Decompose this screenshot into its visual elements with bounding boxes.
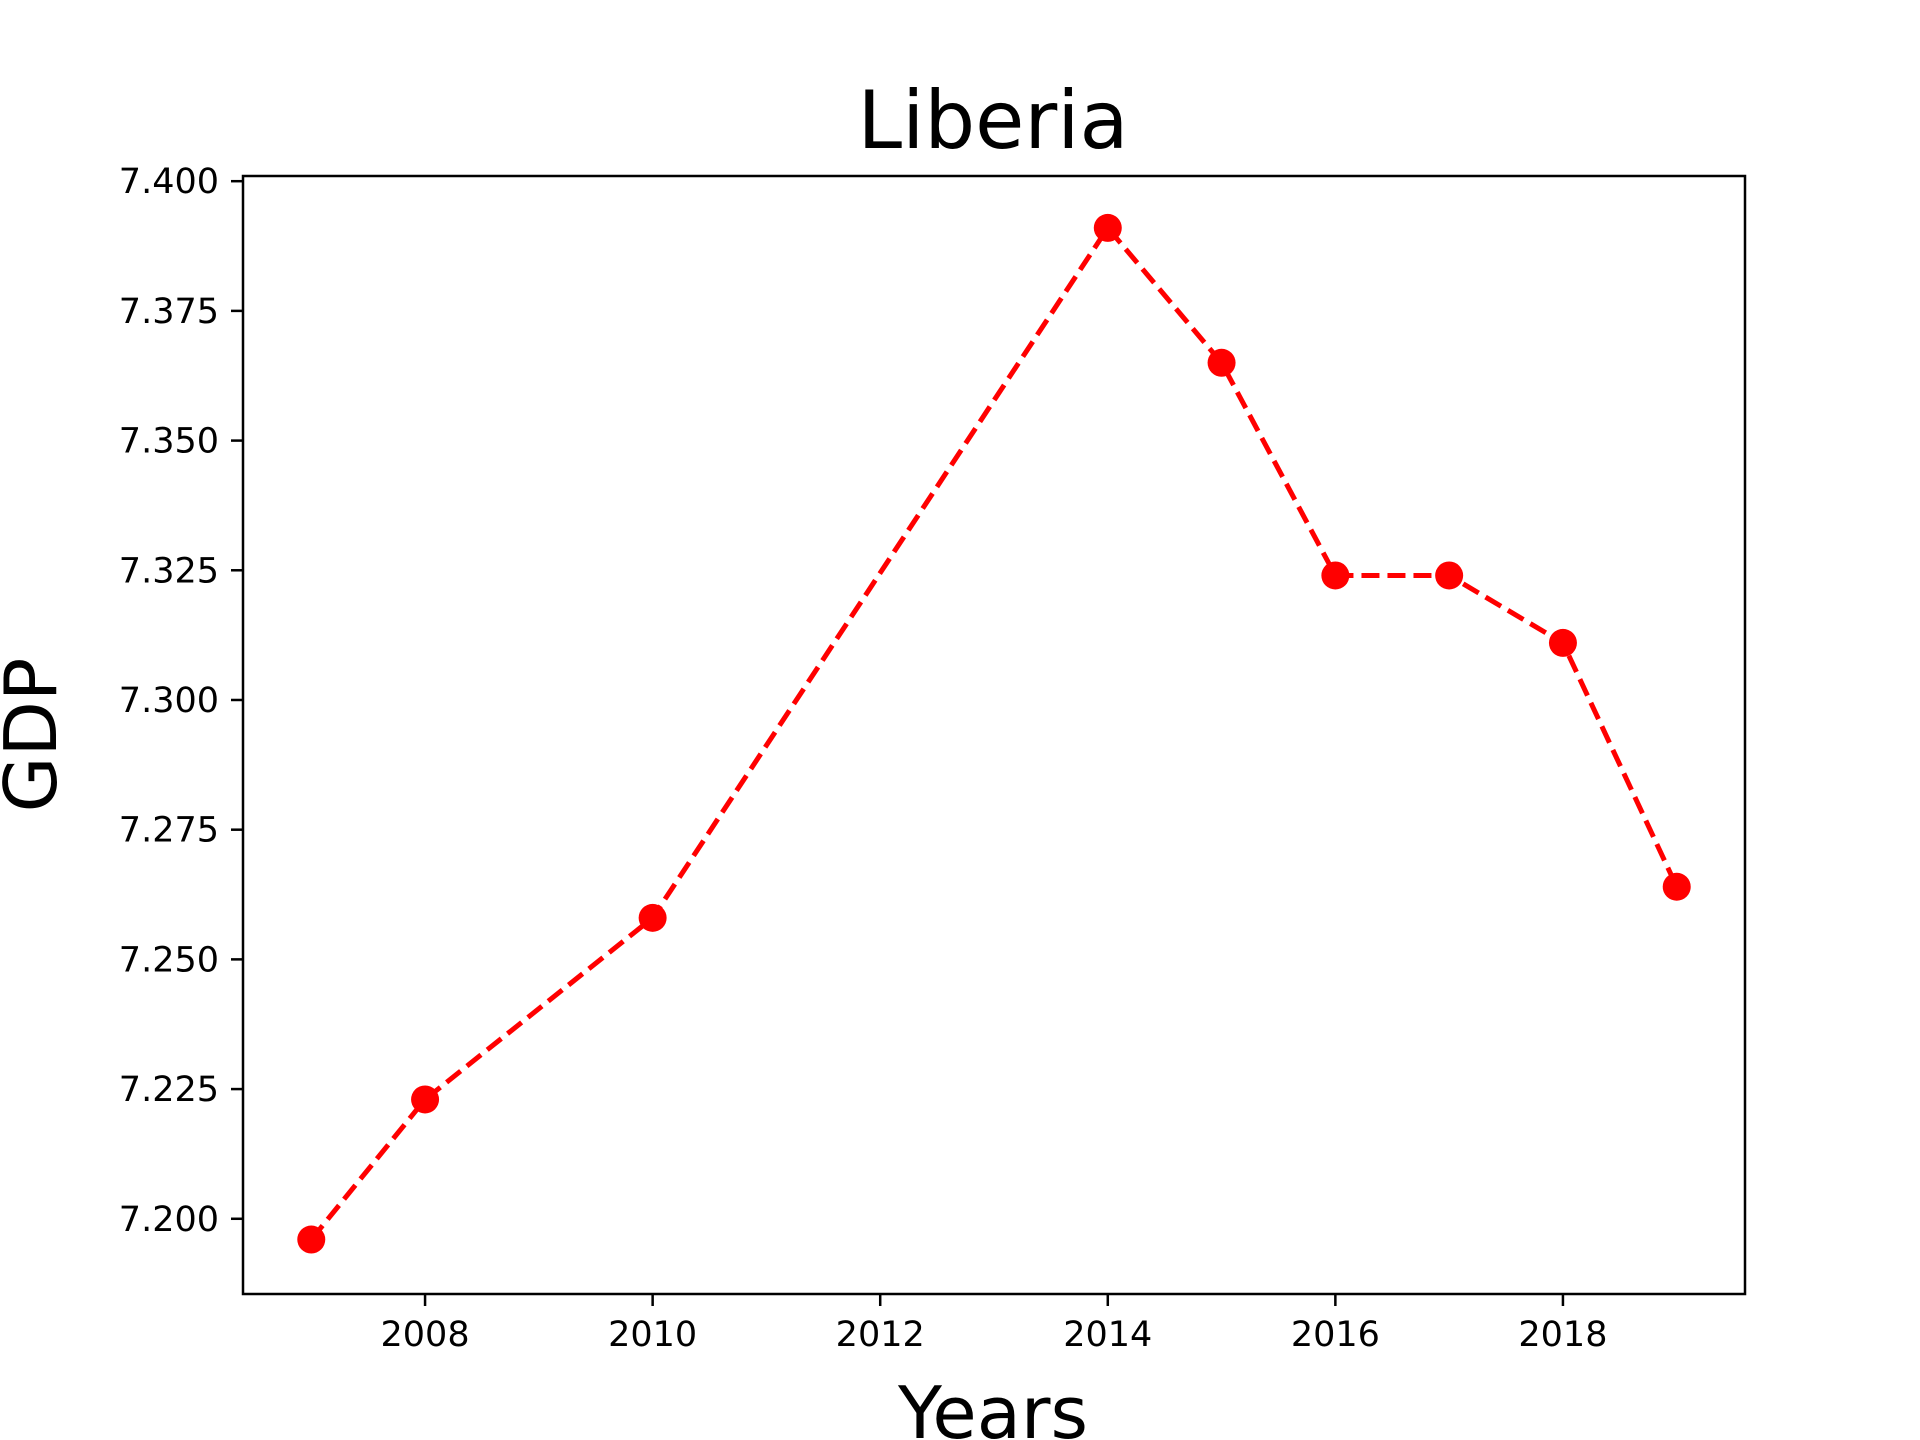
data-point [1548, 628, 1577, 657]
x-tick-label: 2018 [1518, 1315, 1607, 1355]
data-point [1207, 348, 1236, 377]
series-gdp [297, 213, 1691, 1254]
y-tick-label: 7.275 [119, 811, 219, 851]
data-point [1321, 561, 1350, 590]
y-axis-label: GDP [0, 658, 73, 813]
x-tick-label: 2010 [608, 1315, 697, 1355]
y-tick-label: 7.325 [119, 551, 219, 591]
y-tick-label: 7.200 [119, 1200, 219, 1240]
chart-title: Liberia [858, 74, 1129, 167]
x-axis: 2008 2010 2012 2014 2016 2018 [381, 1294, 1607, 1355]
x-tick-label: 2016 [1291, 1315, 1380, 1355]
y-tick-label: 7.225 [119, 1070, 219, 1110]
y-tick-label: 7.350 [119, 422, 219, 462]
data-point [638, 903, 667, 932]
data-point [1662, 872, 1691, 901]
data-point [1093, 213, 1122, 242]
y-tick-label: 7.250 [119, 940, 219, 980]
x-tick-label: 2014 [1063, 1315, 1152, 1355]
x-tick-label: 2012 [836, 1315, 925, 1355]
data-point [1435, 561, 1464, 590]
y-tick-label: 7.375 [119, 292, 219, 332]
y-tick-label: 7.400 [119, 162, 219, 202]
y-tick-label: 7.300 [119, 681, 219, 721]
series-line [309, 225, 1679, 1242]
x-tick-label: 2008 [381, 1315, 470, 1355]
x-axis-label: Years [897, 1371, 1088, 1440]
plot-area-frame [241, 174, 1747, 1296]
y-axis: 7.200 7.225 7.250 7.275 7.300 7.325 7.350 7.375… [119, 162, 243, 1240]
data-point [411, 1085, 440, 1114]
data-point [297, 1225, 326, 1254]
